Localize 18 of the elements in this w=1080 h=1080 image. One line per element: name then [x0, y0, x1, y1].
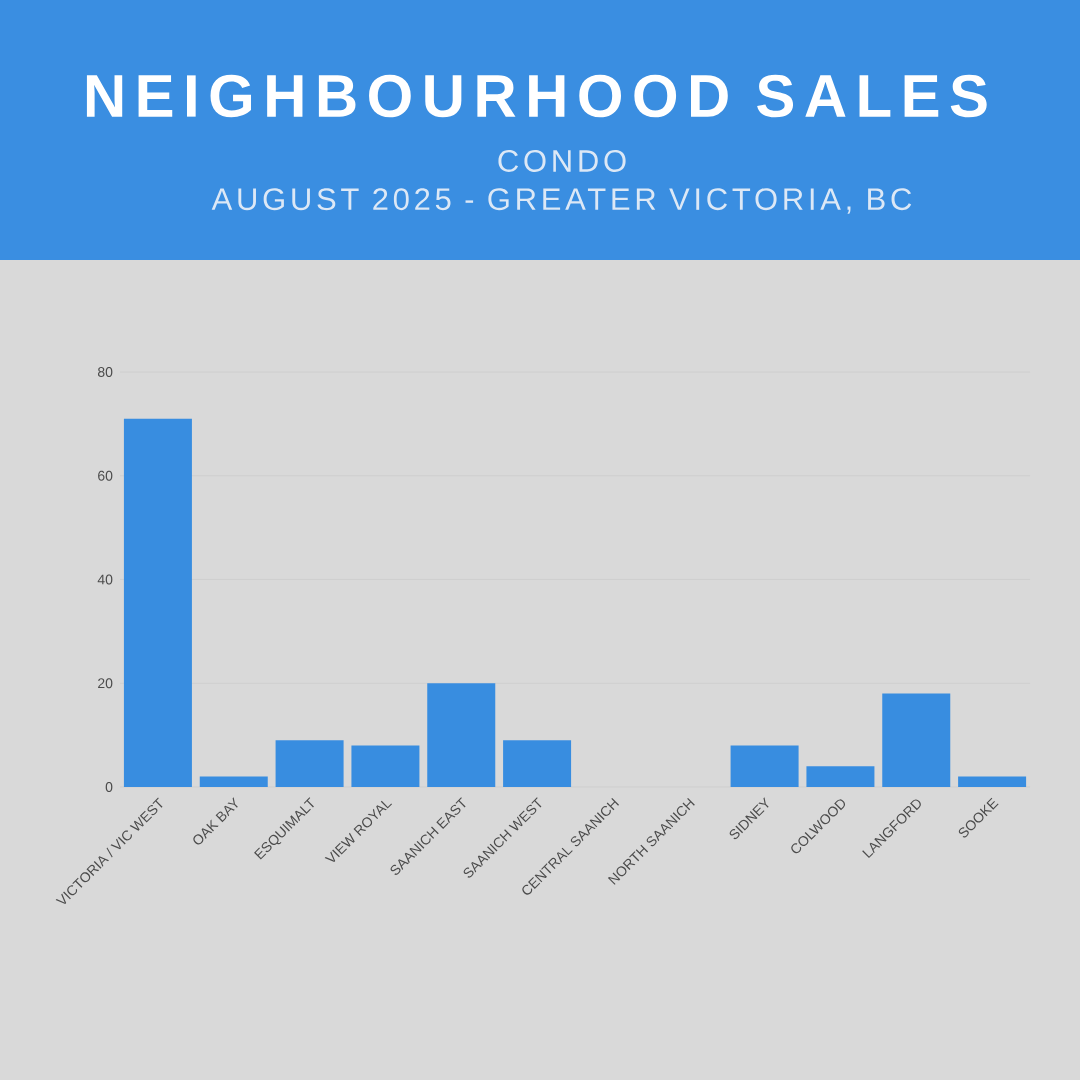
bar	[958, 776, 1027, 787]
chart-title: NEIGHBOURHOOD SALES	[86, 74, 987, 118]
y-tick-label: 20	[98, 678, 113, 689]
y-tick-label: 80	[97, 367, 113, 377]
bar	[123, 418, 192, 787]
bar	[199, 776, 268, 787]
bar	[275, 740, 344, 787]
bar	[882, 693, 951, 787]
bar	[351, 745, 420, 787]
bar	[503, 740, 572, 787]
bar	[427, 683, 496, 787]
bar	[730, 745, 799, 787]
text: AUGUST 2025 - GREATER VICTORIA, BC	[211, 188, 912, 214]
chart-subtitle: CONDO	[498, 150, 626, 172]
y-tick-label: 60	[98, 470, 113, 481]
y-tick-label: 0	[105, 782, 113, 792]
y-tick-label: 40	[97, 574, 113, 585]
bar	[806, 766, 875, 787]
